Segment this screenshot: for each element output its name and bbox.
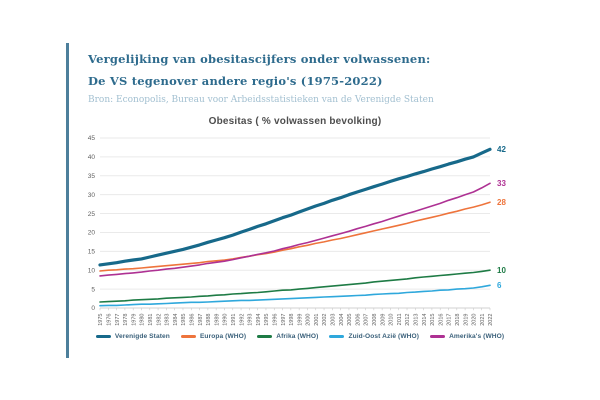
source-caption: Bron: Econopolis, Bureau voor Arbeidssta… xyxy=(88,95,434,105)
x-tick-label: 1982 xyxy=(156,314,162,326)
y-tick-label: 25 xyxy=(88,211,96,218)
x-tick-label: 2005 xyxy=(347,314,353,326)
y-tick-label: 40 xyxy=(88,154,96,161)
x-tick-label: 2020 xyxy=(472,314,478,326)
y-tick-label: 30 xyxy=(88,192,96,199)
x-tick-label: 2018 xyxy=(455,314,461,326)
x-tick-label: 2000 xyxy=(306,314,312,326)
x-tick-label: 2004 xyxy=(339,314,345,326)
legend-swatch-amerika-s-who xyxy=(430,335,446,338)
legend-swatch-europa-who xyxy=(180,335,196,338)
legend-item-afrika-who: Afrika (WHO) xyxy=(257,333,318,340)
x-tick-label: 2013 xyxy=(414,314,420,326)
series-end-label-zuid-oost-azi-who: 6 xyxy=(497,281,502,290)
series-line-europa-who xyxy=(99,201,491,272)
legend-label-afrika-who: Afrika (WHO) xyxy=(276,333,319,340)
x-tick-label: 1976 xyxy=(106,314,112,326)
x-tick-label: 1978 xyxy=(123,314,129,326)
x-tick-label: 1980 xyxy=(140,314,146,326)
x-tick-label: 2017 xyxy=(447,314,453,326)
x-tick-label: 1990 xyxy=(223,314,229,326)
x-tick-label: 1987 xyxy=(198,314,204,326)
x-tick-label: 2007 xyxy=(364,314,370,326)
x-tick-label: 1985 xyxy=(181,314,187,326)
series-end-label-verenigde-staten: 42 xyxy=(497,145,506,154)
legend-swatch-zuid-oost-azi-who xyxy=(329,335,345,338)
x-tick-label: 1991 xyxy=(231,314,237,326)
series-end-label-amerika-s-who: 33 xyxy=(497,179,506,188)
x-tick-label: 2014 xyxy=(422,314,428,326)
x-tick-label: 1984 xyxy=(173,314,179,326)
x-tick-label: 1996 xyxy=(272,314,278,326)
x-tick-label: 2003 xyxy=(331,314,337,326)
accent-bar xyxy=(66,43,69,358)
x-tick-label: 1998 xyxy=(289,314,295,326)
x-tick-label: 2022 xyxy=(488,314,494,326)
x-tick-label: 2011 xyxy=(397,314,403,326)
x-tick-label: 2009 xyxy=(380,314,386,326)
legend-label-zuid-oost-azi-who: Zuid-Oost Azië (WHO) xyxy=(348,333,420,340)
legend-item-europa-who: Europa (WHO) xyxy=(180,333,247,340)
legend-item-zuid-oost-azi-who: Zuid-Oost Azië (WHO) xyxy=(329,333,419,340)
x-tick-label: 1986 xyxy=(189,314,195,326)
x-tick-label: 2015 xyxy=(430,314,436,326)
x-tick-label: 2002 xyxy=(322,314,328,326)
x-tick-label: 1981 xyxy=(148,314,154,326)
legend-label-europa-who: Europa (WHO) xyxy=(199,333,247,340)
x-tick-label: 1977 xyxy=(115,314,121,326)
legend-swatch-afrika-who xyxy=(257,335,273,338)
legend-label-verenigde-staten: Verenigde Staten xyxy=(114,333,170,340)
y-tick-label: 20 xyxy=(88,230,96,237)
y-tick-label: 35 xyxy=(88,173,96,180)
x-tick-label: 1989 xyxy=(214,314,220,326)
legend-item-amerika-s-who: Amerika's (WHO) xyxy=(430,333,504,340)
x-tick-label: 1992 xyxy=(239,314,245,326)
report-title-line1: Vergelijking van obesitascijfers onder v… xyxy=(88,52,431,66)
x-tick-label: 1979 xyxy=(131,314,137,326)
y-tick-label: 45 xyxy=(88,135,96,142)
series-end-label-europa-who: 28 xyxy=(497,198,506,207)
legend-label-amerika-s-who: Amerika's (WHO) xyxy=(449,333,505,340)
y-tick-label: 15 xyxy=(88,249,96,256)
x-tick-label: 1983 xyxy=(165,314,171,326)
series-line-afrika-who xyxy=(99,269,491,303)
x-tick-label: 2008 xyxy=(372,314,378,326)
x-tick-label: 2021 xyxy=(480,314,486,326)
x-tick-label: 1997 xyxy=(281,314,287,326)
legend-item-verenigde-staten: Verenigde Staten xyxy=(95,333,170,340)
legend-swatch-verenigde-staten xyxy=(95,335,111,338)
x-tick-label: 2016 xyxy=(438,314,444,326)
y-tick-label: 0 xyxy=(91,305,95,312)
x-tick-label: 1999 xyxy=(297,314,303,326)
report-title-line2: De VS tegenover andere regio's (1975-202… xyxy=(88,74,383,88)
chart-legend: Verenigde Staten Europa (WHO) Afrika (WHO)… xyxy=(80,333,520,340)
x-tick-label: 2019 xyxy=(463,314,469,326)
x-tick-label: 1995 xyxy=(264,314,270,326)
series-line-amerika-s-who xyxy=(99,182,491,277)
x-tick-label: 1975 xyxy=(98,314,104,326)
y-tick-label: 5 xyxy=(91,286,95,293)
x-tick-label: 1993 xyxy=(248,314,254,326)
x-tick-label: 1994 xyxy=(256,314,262,326)
x-tick-label: 2001 xyxy=(314,314,320,326)
x-tick-label: 1988 xyxy=(206,314,212,326)
series-line-verenigde-staten xyxy=(98,147,492,267)
chart-title: Obesitas ( % volwassen bevolking) xyxy=(208,116,382,127)
x-tick-label: 2006 xyxy=(355,314,361,326)
x-tick-label: 2012 xyxy=(405,314,411,326)
y-tick-label: 10 xyxy=(88,267,96,274)
series-line-zuid-oost-azi-who xyxy=(99,284,491,307)
x-tick-label: 2010 xyxy=(389,314,395,326)
series-end-label-afrika-who: 10 xyxy=(497,266,506,275)
